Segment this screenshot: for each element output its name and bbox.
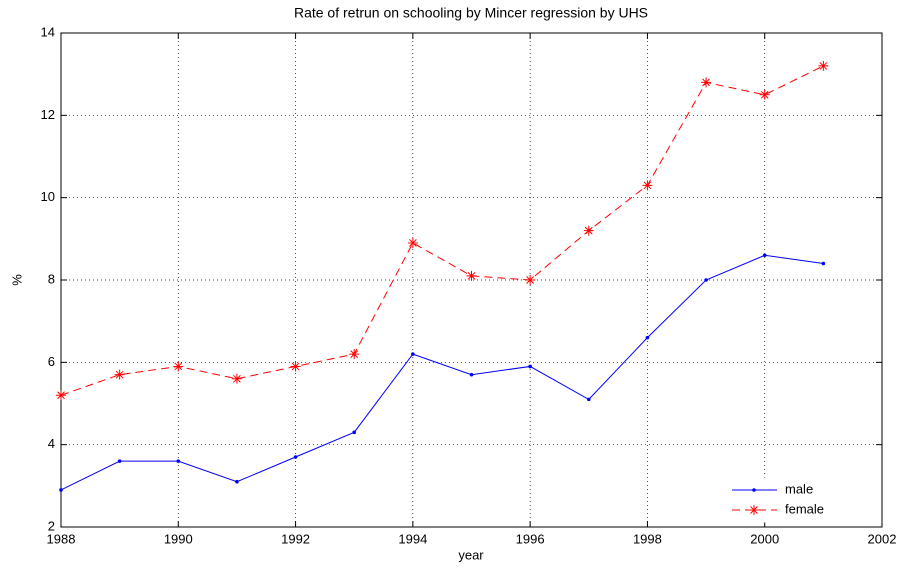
marker bbox=[466, 270, 477, 281]
y-tick-label: 14 bbox=[41, 24, 55, 39]
marker bbox=[701, 77, 712, 88]
marker bbox=[583, 225, 594, 236]
marker bbox=[525, 275, 536, 285]
marker bbox=[176, 459, 181, 463]
marker bbox=[411, 352, 415, 356]
marker bbox=[56, 390, 66, 401]
x-tick-label: 1998 bbox=[633, 531, 662, 546]
x-tick-label: 1994 bbox=[398, 531, 427, 546]
y-tick-label: 8 bbox=[48, 271, 55, 286]
marker bbox=[173, 361, 184, 372]
legend: male female bbox=[721, 477, 863, 523]
marker bbox=[293, 455, 298, 459]
legend-label: female bbox=[785, 501, 824, 516]
marker bbox=[818, 60, 829, 71]
marker bbox=[59, 488, 63, 492]
y-tick-label: 4 bbox=[48, 436, 55, 451]
x-tick-label: 1996 bbox=[516, 531, 545, 546]
marker bbox=[586, 397, 591, 402]
marker bbox=[528, 364, 532, 369]
marker bbox=[749, 505, 759, 515]
marker bbox=[235, 479, 239, 484]
legend-label: male bbox=[785, 481, 813, 496]
plot-frame bbox=[60, 32, 883, 528]
series-line bbox=[60, 254, 824, 491]
y-axis-label: % bbox=[9, 274, 24, 286]
chart-title: Rate of retrun on schooling by Mincer re… bbox=[294, 5, 648, 21]
series-line bbox=[60, 65, 824, 396]
marker bbox=[231, 373, 242, 384]
marker bbox=[645, 335, 650, 340]
marker bbox=[759, 89, 770, 100]
marker bbox=[117, 459, 122, 463]
x-tick-label: 1990 bbox=[164, 531, 193, 546]
x-tick-label: 2002 bbox=[868, 531, 897, 546]
y-tick-label: 10 bbox=[41, 189, 55, 204]
marker bbox=[821, 261, 826, 266]
legend-box bbox=[721, 477, 863, 523]
marker bbox=[762, 253, 767, 258]
marker bbox=[642, 180, 653, 191]
x-tick-label: 2000 bbox=[750, 531, 779, 546]
marker bbox=[704, 278, 708, 282]
marker bbox=[352, 430, 357, 435]
y-tick-label: 6 bbox=[48, 354, 55, 369]
marker bbox=[349, 349, 360, 360]
x-tick-label: 1992 bbox=[281, 531, 310, 546]
marker bbox=[469, 372, 474, 377]
marker bbox=[752, 488, 756, 492]
marker bbox=[407, 237, 418, 248]
marker bbox=[290, 361, 301, 372]
y-tick-label: 12 bbox=[41, 107, 55, 122]
x-axis-label: year bbox=[458, 547, 484, 562]
y-tick-label: 2 bbox=[48, 518, 55, 533]
x-tick-label: 1988 bbox=[47, 531, 76, 546]
marker bbox=[114, 369, 125, 380]
